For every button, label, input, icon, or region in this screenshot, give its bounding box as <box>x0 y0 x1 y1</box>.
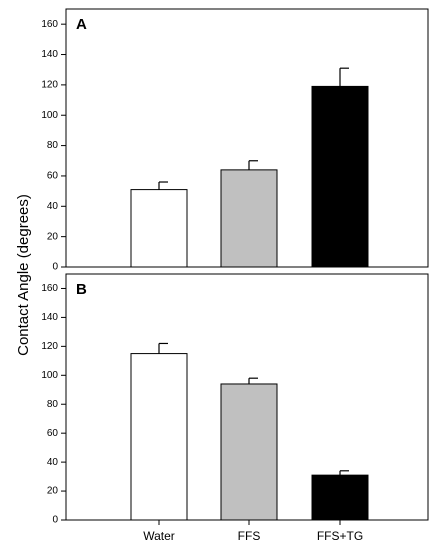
y-tick-label: 160 <box>41 283 58 294</box>
y-tick-label: 100 <box>41 370 58 381</box>
x-tick-label: FFS <box>238 529 261 543</box>
y-tick-label: 140 <box>41 312 58 323</box>
y-axis-label: Contact Angle (degrees) <box>15 194 32 356</box>
y-tick-label: 20 <box>47 231 59 242</box>
panel-b: B 0 20 40 60 80 100 120 140 160 Water FFS FFS+TG <box>41 273 429 543</box>
y-tick-label: 80 <box>47 399 59 410</box>
bar-ffs <box>220 383 278 521</box>
bar-water <box>130 353 188 521</box>
panel-letter: A <box>76 16 87 33</box>
y-tick-label: 100 <box>41 110 58 121</box>
y-tick-label: 20 <box>47 486 59 497</box>
x-tick-label: Water <box>143 529 175 543</box>
y-tick-label: 0 <box>52 515 58 526</box>
bar-ffs-tg <box>311 474 369 521</box>
x-tick-label: FFS+TG <box>317 529 363 543</box>
y-tick-label: 0 <box>52 262 58 273</box>
y-tick-label: 140 <box>41 49 58 60</box>
y-tick-label: 120 <box>41 341 58 352</box>
bar-ffs-tg <box>311 85 369 268</box>
panel-a: A 0 20 40 60 80 100 120 140 160 <box>41 8 429 273</box>
bar-water <box>130 189 188 268</box>
y-tick-label: 60 <box>47 428 59 439</box>
bar-ffs <box>220 169 278 268</box>
panel-letter: B <box>76 281 87 298</box>
y-tick-label: 60 <box>47 171 59 182</box>
y-tick-label: 80 <box>47 140 59 151</box>
y-tick-label: 160 <box>41 19 58 30</box>
y-tick-label: 40 <box>47 457 59 468</box>
y-tick-label: 40 <box>47 201 59 212</box>
y-tick-label: 120 <box>41 80 58 91</box>
